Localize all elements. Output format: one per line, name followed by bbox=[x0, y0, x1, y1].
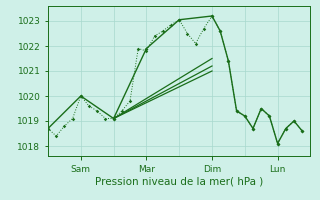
X-axis label: Pression niveau de la mer( hPa ): Pression niveau de la mer( hPa ) bbox=[95, 177, 263, 187]
